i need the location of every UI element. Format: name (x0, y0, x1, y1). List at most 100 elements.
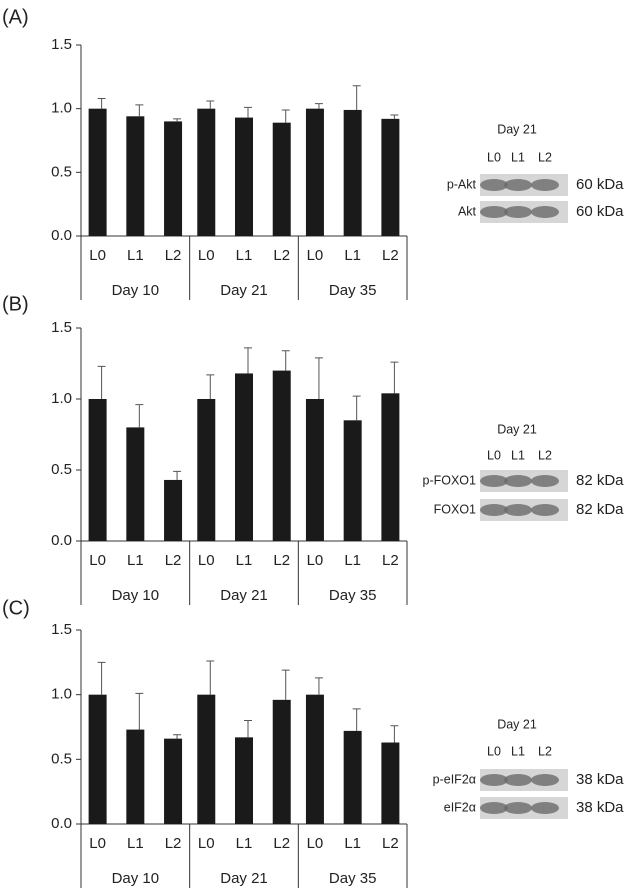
blot-band (531, 504, 559, 516)
panel-label: (A) (2, 6, 29, 28)
panel-label: (B) (2, 293, 29, 315)
y-tick-label: 1.0 (51, 100, 72, 117)
x-tick-label: L1 (127, 552, 144, 569)
lane-label: L1 (511, 150, 525, 164)
y-tick-label: 0.5 (51, 461, 72, 478)
x-tick-label: L1 (236, 835, 253, 852)
bar (381, 393, 400, 541)
bar (164, 738, 183, 824)
bar (235, 117, 253, 236)
group-label: Day 21 (220, 587, 268, 604)
bar (343, 730, 362, 824)
y-tick-label: 1.0 (51, 686, 72, 703)
blot-band (480, 206, 508, 218)
blot-band (504, 475, 532, 487)
lane-label: L1 (511, 448, 525, 462)
lane-label: L2 (538, 448, 552, 462)
x-tick-label: L1 (127, 247, 144, 264)
error-bar (135, 404, 144, 428)
bar (126, 427, 145, 541)
error-bar (390, 361, 399, 394)
blot-band (480, 504, 508, 516)
group-label: Day 10 (112, 870, 160, 887)
y-tick-label: 0.0 (51, 227, 72, 244)
bar (343, 420, 362, 541)
bar (197, 399, 216, 541)
y-tick-label: 0.5 (51, 163, 72, 180)
x-tick-label: L2 (165, 247, 182, 264)
error-bar (390, 725, 399, 743)
x-tick-label: L0 (307, 247, 324, 264)
lane-label: L0 (487, 744, 501, 758)
bar (305, 108, 324, 236)
bar (164, 121, 183, 236)
x-tick-label: L2 (273, 835, 290, 852)
bar (126, 729, 145, 824)
bar (305, 694, 324, 824)
bar (272, 699, 291, 824)
error-bar (97, 661, 106, 695)
group-label: Day 21 (220, 870, 268, 887)
blot-band (504, 774, 532, 786)
x-tick-label: L0 (89, 835, 106, 852)
error-bar (97, 365, 106, 399)
error-bar (314, 103, 323, 109)
error-bar (135, 692, 144, 730)
lane-label: L0 (487, 150, 501, 164)
error-bar (173, 118, 182, 122)
error-bar (281, 669, 290, 700)
lane-label: L1 (511, 744, 525, 758)
panel-label: (C) (2, 597, 30, 619)
blot-row-label: p-Akt (447, 177, 477, 191)
x-tick-label: L0 (198, 835, 215, 852)
group-label: Day 10 (112, 587, 160, 604)
x-tick-label: L0 (89, 247, 106, 264)
blot-size: 82 kDa (576, 501, 624, 518)
x-tick-label: L2 (165, 552, 182, 569)
bar (381, 118, 400, 236)
blot-row-label: FOXO1 (434, 502, 476, 516)
x-tick-label: L1 (344, 552, 361, 569)
bar (235, 737, 253, 824)
blot-row-label: p-eIF2α (433, 772, 476, 786)
error-bar (281, 109, 290, 123)
error-bar (173, 470, 182, 480)
y-tick-label: 1.0 (51, 390, 72, 407)
x-tick-label: L2 (382, 247, 399, 264)
blot-band (531, 802, 559, 814)
error-bar (244, 720, 252, 738)
group-label: Day 21 (220, 282, 268, 299)
blot-size: 38 kDa (576, 799, 624, 816)
bar (88, 108, 107, 236)
error-bar (173, 734, 182, 739)
blot-band (480, 179, 508, 191)
blot-title: Day 21 (497, 717, 537, 731)
bar (197, 108, 216, 236)
blot-band (480, 475, 508, 487)
x-tick-label: L1 (236, 247, 253, 264)
x-tick-label: L2 (273, 552, 290, 569)
x-tick-label: L0 (198, 247, 215, 264)
x-tick-label: L1 (127, 835, 144, 852)
blot-title: Day 21 (497, 422, 537, 436)
lane-label: L0 (487, 448, 501, 462)
blot-row-label: Akt (458, 204, 477, 218)
blot-size: 60 kDa (576, 203, 624, 220)
blot-band (531, 179, 559, 191)
error-bar (135, 104, 144, 117)
y-tick-label: 0.5 (51, 750, 72, 767)
bar (88, 399, 107, 541)
blot-row-label: eIF2α (444, 800, 476, 814)
blot-band (504, 206, 532, 218)
blot-band (531, 475, 559, 487)
error-bar (281, 350, 290, 371)
blot-title: Day 21 (497, 122, 537, 136)
blot-band (480, 774, 508, 786)
x-tick-label: L0 (307, 835, 324, 852)
lane-label: L2 (538, 150, 552, 164)
bar (272, 370, 291, 541)
error-bar (244, 106, 252, 118)
error-bar (244, 347, 252, 374)
bar (88, 694, 107, 824)
y-tick-label: 0.0 (51, 815, 72, 832)
